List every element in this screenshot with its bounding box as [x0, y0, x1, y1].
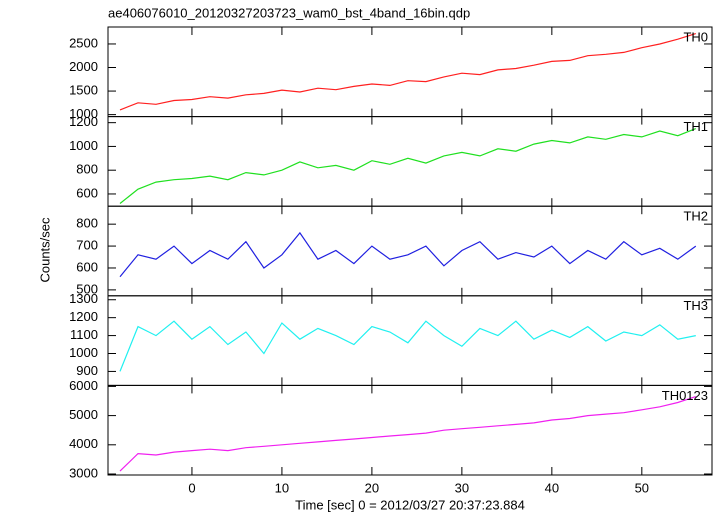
- y-tick-label: 1100: [70, 327, 98, 342]
- chart-title: ae406076010_20120327203723_wam0_bst_4ban…: [108, 5, 470, 20]
- y-tick-label: 1300: [69, 291, 98, 306]
- y-tick-label: 500: [76, 281, 98, 296]
- y-tick-label: 1500: [69, 83, 98, 98]
- y-tick-label: 2500: [69, 35, 98, 50]
- x-tick-label: 30: [455, 480, 469, 495]
- y-tick-label: 4000: [69, 436, 98, 451]
- panel-frame: [107, 384, 713, 476]
- panel-label: TH3: [683, 298, 708, 313]
- panel-frame: [107, 116, 713, 207]
- y-tick-label: 600: [76, 185, 98, 200]
- y-tick-label: 5000: [69, 407, 98, 422]
- y-tick-label: 900: [76, 363, 98, 378]
- y-tick-label: 1000: [69, 106, 98, 121]
- series-line: [119, 128, 697, 204]
- x-tick-label: 40: [545, 480, 559, 495]
- y-tick-label: 1000: [69, 345, 98, 360]
- y-tick-label: 1200: [69, 309, 98, 324]
- x-tick-label: 50: [635, 480, 649, 495]
- y-tick-label: 2000: [69, 59, 98, 74]
- x-tick-label: 10: [275, 480, 289, 495]
- x-tick-label: 20: [365, 480, 379, 495]
- series-line: [119, 33, 696, 111]
- series-line: [119, 231, 697, 278]
- y-tick-label: 600: [76, 259, 98, 274]
- y-tick-label: 6000: [69, 378, 98, 393]
- y-tick-label: 3000: [69, 465, 98, 480]
- y-tick-label: 1000: [69, 138, 98, 153]
- y-tick-label: 1200: [69, 114, 98, 129]
- panel-label: TH1: [683, 119, 708, 134]
- x-axis-label: Time [sec] 0 = 2012/03/27 20:37:23.884: [295, 497, 525, 512]
- panel-label: TH2: [683, 209, 708, 224]
- series-line: [119, 320, 696, 372]
- panel-frame: [107, 205, 713, 297]
- panel-frame: [107, 26, 713, 118]
- y-tick-label: 800: [76, 162, 98, 177]
- panel-label: TH0: [683, 29, 708, 44]
- y-axis-label: Counts/sec: [37, 217, 52, 283]
- panel-label: TH0123: [662, 388, 708, 403]
- y-tick-label: 700: [76, 238, 98, 253]
- series-line: [119, 396, 696, 472]
- y-tick-label: 800: [76, 216, 98, 231]
- x-tick-label: 0: [188, 480, 195, 495]
